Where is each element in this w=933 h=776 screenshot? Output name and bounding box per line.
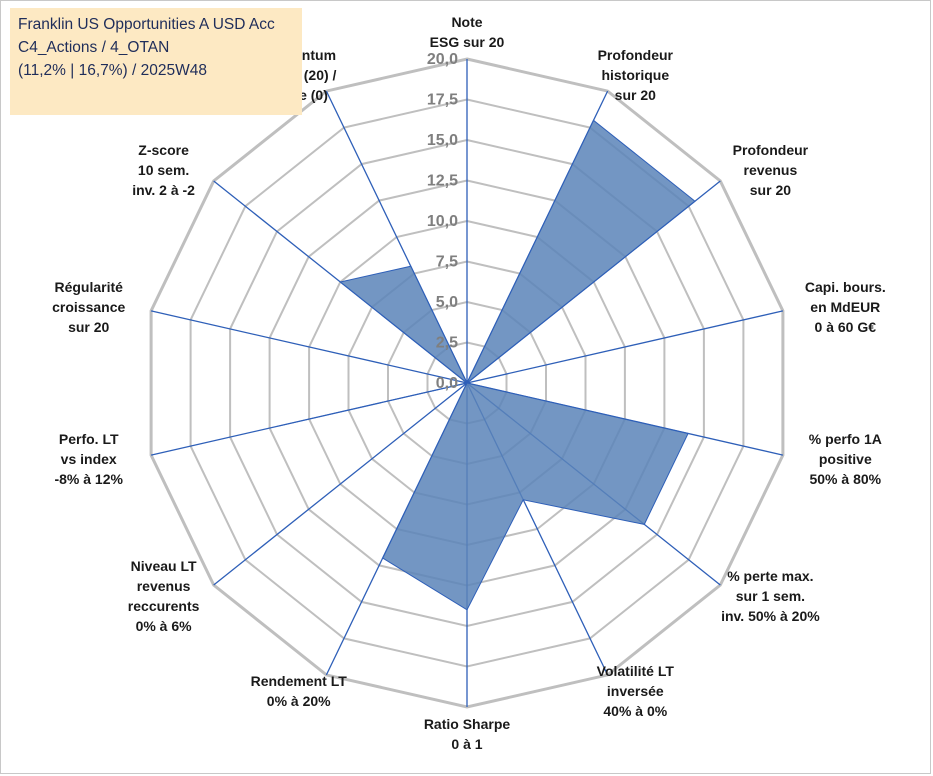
axis-label: Profondeur revenus sur 20 bbox=[733, 142, 809, 198]
axis-label: Niveau LT revenus reccurents 0% à 6% bbox=[128, 558, 200, 634]
tick-label: 10,0 bbox=[427, 213, 458, 230]
axis-label-line: Profondeur bbox=[733, 142, 809, 158]
axis-label: Note ESG sur 20 bbox=[430, 14, 505, 50]
data-series-area bbox=[277, 119, 696, 611]
axis-label-line: Volatilité LT bbox=[597, 663, 675, 679]
axis-label-line: -8% à 12% bbox=[54, 471, 123, 487]
tick-label: 20,0 bbox=[427, 51, 458, 68]
axis-label: Profondeur historique sur 20 bbox=[598, 47, 674, 103]
axis-label-line: Capi. bours. bbox=[805, 279, 886, 295]
axis-label: Régularité croissance sur 20 bbox=[52, 279, 125, 335]
axis-label-line: % perte max. bbox=[727, 568, 813, 584]
axis-label-line: 10 sem. bbox=[138, 162, 189, 178]
axis-label-layer: Note ESG sur 20 Profondeur historique sur 20… bbox=[52, 14, 886, 752]
axis-spoke bbox=[213, 382, 468, 586]
fund-category: C4_Actions / 4_OTAN bbox=[18, 39, 170, 56]
axis-label-line: croissance bbox=[52, 299, 125, 315]
axis-label-line: ESG sur 20 bbox=[430, 34, 505, 50]
axis-label-line: positive bbox=[819, 451, 872, 467]
fund-stats: (11,2% | 16,7%) / 2025W48 bbox=[18, 62, 207, 79]
axis-label: % perte max. sur 1 sem. inv. 50% à 20% bbox=[721, 568, 820, 624]
axis-label: Capi. bours. en MdEUR 0 à 60 G€ bbox=[805, 279, 886, 335]
axis-label-line: inversée bbox=[607, 683, 664, 699]
axis-spoke bbox=[150, 310, 468, 384]
axis-label-line: inv. 50% à 20% bbox=[721, 608, 820, 624]
axis-label-line: Z-score bbox=[138, 142, 189, 158]
fund-title-box: Franklin US Opportunities A USD Acc C4_A… bbox=[10, 8, 302, 115]
tick-label: 15,0 bbox=[427, 132, 458, 149]
axis-label-line: sur 20 bbox=[750, 182, 791, 198]
axis-label-line: sur 20 bbox=[615, 87, 656, 103]
axis-label-line: Profondeur bbox=[598, 47, 674, 63]
axis-label-line: % perfo 1A bbox=[809, 431, 882, 447]
axis-label: Ratio Sharpe 0 à 1 bbox=[424, 716, 511, 752]
axis-label-line: Note bbox=[451, 14, 482, 30]
axis-label-line: 40% à 0% bbox=[603, 703, 667, 719]
axis-label: Volatilité LT inversée 40% à 0% bbox=[597, 663, 675, 719]
axis-label-line: 0 à 60 G€ bbox=[815, 319, 877, 335]
axis-label: Z-score 10 sem. inv. 2 à -2 bbox=[132, 142, 195, 198]
axis-label: Perfo. LT vs index -8% à 12% bbox=[54, 431, 123, 487]
axis-label-line: reccurents bbox=[128, 598, 200, 614]
axis-label-line: 0% à 6% bbox=[136, 618, 193, 634]
tick-label: 2,5 bbox=[436, 335, 458, 352]
tick-label: 17,5 bbox=[427, 92, 458, 109]
series-layer bbox=[277, 119, 696, 611]
axis-label-line: sur 1 sem. bbox=[736, 588, 805, 604]
axis-label-line: revenus bbox=[137, 578, 191, 594]
axis-label-line: revenus bbox=[744, 162, 798, 178]
axis-label-line: en MdEUR bbox=[810, 299, 880, 315]
tick-label: 7,5 bbox=[436, 254, 458, 271]
axis-label-line: Rendement LT bbox=[251, 673, 348, 689]
fund-name: Franklin US Opportunities A USD Acc bbox=[18, 16, 275, 33]
axis-label-line: 0 à 1 bbox=[451, 736, 482, 752]
axis-label-line: Régularité bbox=[54, 279, 123, 295]
axis-label-line: Ratio Sharpe bbox=[424, 716, 511, 732]
axis-label: Rendement LT 0% à 20% bbox=[251, 673, 348, 709]
axis-spoke bbox=[466, 310, 784, 384]
axis-label-line: 0% à 20% bbox=[267, 693, 331, 709]
axis-label-line: vs index bbox=[61, 451, 117, 467]
tick-layer: 0,0 2,5 5,0 7,5 10,0 12,5 15,0 17,5 20,0 bbox=[427, 51, 458, 392]
axis-label-line: inv. 2 à -2 bbox=[132, 182, 195, 198]
tick-label: 5,0 bbox=[436, 294, 458, 311]
tick-label: 12,5 bbox=[427, 173, 458, 190]
axis-label-line: Perfo. LT bbox=[59, 431, 119, 447]
axis-label-line: Niveau LT bbox=[131, 558, 197, 574]
tick-label: 0,0 bbox=[436, 375, 458, 392]
axis-label-line: 50% à 80% bbox=[809, 471, 881, 487]
axis-label-line: historique bbox=[601, 67, 669, 83]
axis-label-line: sur 20 bbox=[68, 319, 109, 335]
axis-label: % perfo 1A positive 50% à 80% bbox=[809, 431, 882, 487]
